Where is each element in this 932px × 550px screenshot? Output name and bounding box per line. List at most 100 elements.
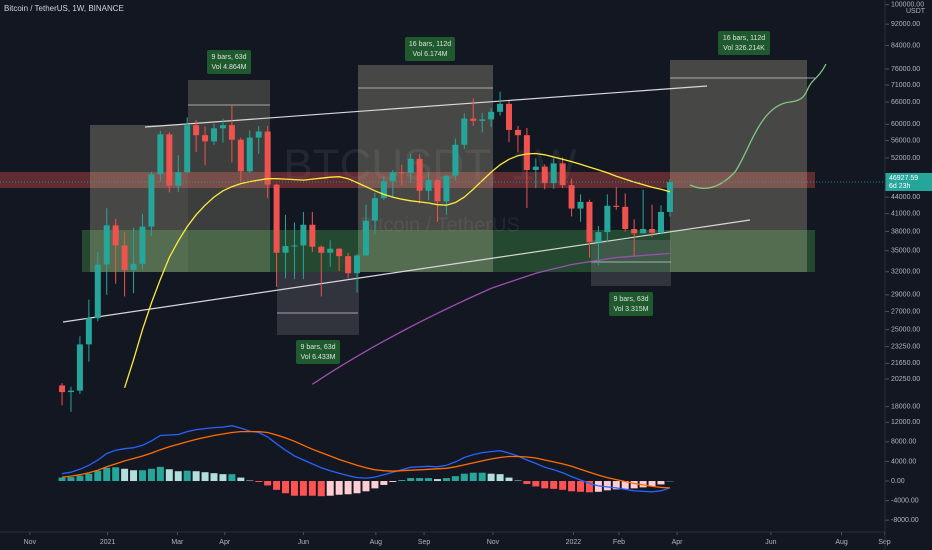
histogram-bar [246,480,254,482]
candle-body [506,103,513,130]
y-tick-label: 56000.00 [891,137,920,144]
y-tick-label: 92000.00 [891,21,920,28]
annotation-bars: 16 bars, 112d [409,41,451,48]
histogram-bar [85,473,93,482]
candle-body [94,264,101,319]
histogram-bar [648,481,656,487]
histogram-bar [532,481,540,487]
histogram-bar [433,479,441,482]
histogram-bar [496,474,504,482]
histogram-bar [541,481,549,489]
candle-body [130,263,137,270]
histogram-bar [568,481,576,492]
histogram-bar [657,481,665,485]
histogram-bar [183,470,191,482]
candle-body [523,135,530,170]
histogram-bar [630,481,638,489]
histogram-bar [344,481,352,495]
histogram-bar [505,477,513,482]
x-tick-label: Mar [171,539,184,546]
candle-body [193,125,200,136]
histogram-bar [514,480,522,482]
x-tick-label: Sep [418,539,431,546]
candle-body [139,226,146,264]
histogram-bar [165,469,173,482]
histogram-bar [299,481,307,496]
histogram-bar [451,476,459,482]
candle-body [407,158,414,173]
resistance-zone [0,172,815,188]
y-tick-label: 41000.00 [891,210,920,217]
chart-title: Bitcoin / TetherUS, 1W, BINANCE [4,4,124,13]
histogram-bar [612,481,620,490]
y-tick-label: 76000.00 [891,66,920,73]
candle-body [175,172,182,186]
watermark-subtitle: Bitcoin / TetherUS [360,214,520,236]
x-tick-label: 2022 [566,539,582,546]
candle-body [246,137,253,172]
y-tick-label: 60000.00 [891,121,920,128]
y-tick-label: 21650.00 [891,360,920,367]
histogram-bar [228,474,236,482]
y-tick-label: 25000.00 [891,326,920,333]
candle-body [112,225,119,246]
y-tick-label: 32000.00 [891,269,920,276]
y-tick-label: 29000.00 [891,292,920,299]
annotation-bars: 9 bars, 63d [211,54,246,61]
drawings [0,60,827,335]
y-tick-label: 12000.00 [891,419,920,426]
candle-body [479,119,486,121]
range-box [277,272,359,335]
candle-body [452,144,459,176]
histogram-bar [362,481,370,492]
annotations: 9 bars, 63d Vol 4.864M 16 bars, 112d Vol… [207,31,770,364]
histogram-bar [156,466,164,482]
annotation-box [609,292,653,316]
annotation-bars: 16 bars, 112d [723,35,765,42]
annotation-box [718,31,770,55]
histogram-bar [603,481,611,491]
histogram-bar [621,481,629,489]
y-tick-label: 35000.00 [891,248,920,255]
histogram-bar [67,477,75,482]
candle-body [389,172,396,182]
candle-body [622,206,629,229]
histogram-bar [174,471,182,482]
histogram-bar [389,481,397,482]
histogram-bar [478,472,486,482]
histogram-bar [94,470,102,482]
candle-body [362,220,369,256]
candle-body [76,344,83,391]
candle-body [666,182,673,212]
candle-body [67,390,74,393]
y-tick-label: 71000.00 [891,82,920,89]
candle-body [282,246,289,253]
candle-body [577,201,584,209]
candle-body [613,205,620,207]
histogram-bar [326,481,334,496]
candle-body [59,385,66,393]
histogram-bar [255,481,263,482]
candle-body [488,111,495,120]
projection-path [689,63,827,189]
annotation-volume: Vol 326.214K [723,45,765,52]
candle-body [273,184,280,253]
candle-body [649,228,656,233]
y-tick-label: 38000.00 [891,228,920,235]
candle-body [121,245,128,270]
histogram-bar [210,473,218,482]
candle-body [425,180,432,191]
histogram-bar [112,467,120,482]
x-tick-label: Jun [765,539,776,546]
histogram-bar [442,478,450,482]
histogram-bar [290,481,298,496]
histogram-bar [273,481,281,490]
annotation-box [405,37,455,61]
y-tick-label: 66000.00 [891,99,920,106]
candle-body [497,103,504,112]
histogram-bar [577,481,585,492]
candle-body [604,205,611,233]
candle-body [228,125,235,140]
candle-body [657,211,664,233]
